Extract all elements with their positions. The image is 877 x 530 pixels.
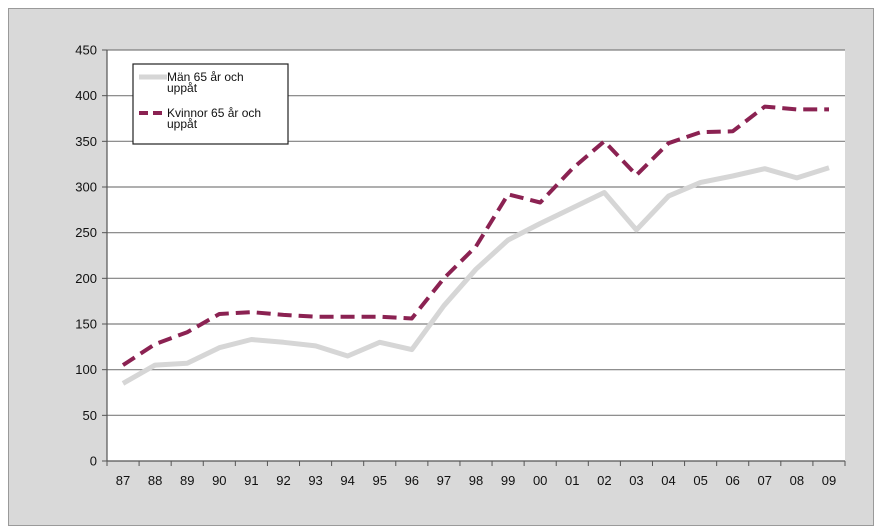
x-tick-label-09: 09 (822, 473, 836, 488)
x-tick-label-98: 98 (469, 473, 483, 488)
y-tick-label-400: 400 (75, 88, 97, 103)
x-tick-label-00: 00 (533, 473, 547, 488)
x-tick-label-08: 08 (790, 473, 804, 488)
x-tick-label-97: 97 (437, 473, 451, 488)
y-tick-label-0: 0 (90, 454, 97, 469)
legend-label-1-line-1: uppåt (167, 117, 198, 131)
x-tick-label-05: 05 (693, 473, 707, 488)
x-tick-label-93: 93 (308, 473, 322, 488)
x-tick-label-90: 90 (212, 473, 226, 488)
x-tick-label-87: 87 (116, 473, 130, 488)
x-tick-label-01: 01 (565, 473, 579, 488)
y-tick-label-350: 350 (75, 134, 97, 149)
x-tick-label-06: 06 (725, 473, 739, 488)
y-tick-label-300: 300 (75, 180, 97, 195)
x-tick-label-94: 94 (340, 473, 354, 488)
x-tick-label-02: 02 (597, 473, 611, 488)
series-line-0 (121, 165, 830, 386)
y-tick-label-200: 200 (75, 271, 97, 286)
legend-label-1-line-0: Kvinnor 65 år och (167, 106, 261, 120)
x-tick-label-95: 95 (373, 473, 387, 488)
legend-label-0-line-0: Män 65 år och (167, 70, 244, 84)
x-tick-label-07: 07 (758, 473, 772, 488)
x-tick-label-89: 89 (180, 473, 194, 488)
series-line-1 (121, 104, 829, 367)
y-tick-label-250: 250 (75, 225, 97, 240)
top-caption-strip (0, 0, 877, 8)
x-tick-label-91: 91 (244, 473, 258, 488)
x-tick-label-96: 96 (405, 473, 419, 488)
x-tick-label-92: 92 (276, 473, 290, 488)
x-tick-label-03: 03 (629, 473, 643, 488)
x-tick-label-88: 88 (148, 473, 162, 488)
x-tick-label-04: 04 (661, 473, 675, 488)
x-tick-label-99: 99 (501, 473, 515, 488)
y-tick-label-150: 150 (75, 317, 97, 332)
y-tick-label-50: 50 (83, 408, 97, 423)
y-tick-label-450: 450 (75, 43, 97, 58)
legend-label-0-line-1: uppåt (167, 81, 198, 95)
y-tick-label-100: 100 (75, 362, 97, 377)
